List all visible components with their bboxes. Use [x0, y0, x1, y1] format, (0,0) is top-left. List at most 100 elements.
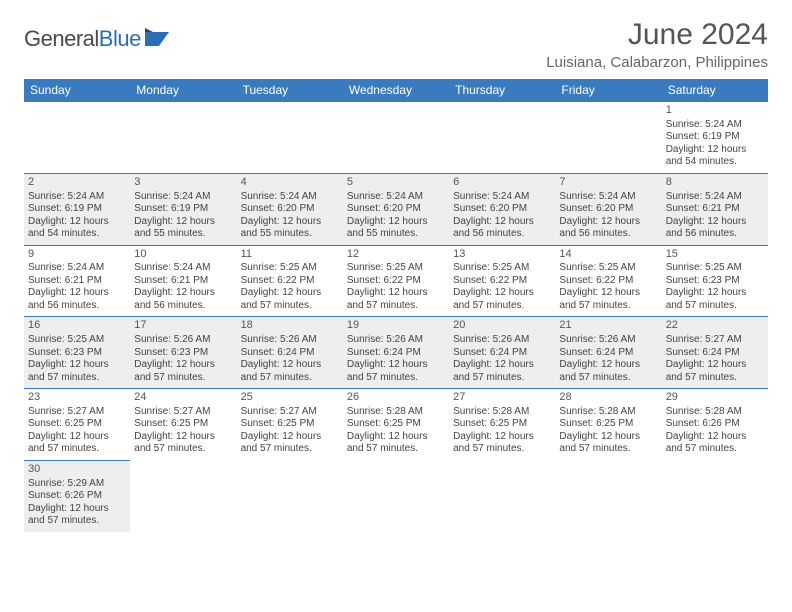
day-number: 28 — [559, 391, 657, 405]
day-number: 9 — [28, 248, 126, 262]
weekday-header: Wednesday — [343, 79, 449, 102]
title-block: June 2024 Luisiana, Calabarzon, Philippi… — [546, 18, 768, 71]
weekday-row: SundayMondayTuesdayWednesdayThursdayFrid… — [24, 79, 768, 102]
sunrise-line: Sunrise: 5:24 AM — [241, 191, 339, 204]
sunset-line: Sunset: 6:19 PM — [134, 203, 232, 216]
sunrise-line: Sunrise: 5:26 AM — [559, 334, 657, 347]
day-number: 15 — [666, 248, 764, 262]
calendar-week: 2Sunrise: 5:24 AMSunset: 6:19 PMDaylight… — [24, 173, 768, 245]
daylight-line: Daylight: 12 hours and 57 minutes. — [453, 359, 551, 384]
calendar-cell: 25Sunrise: 5:27 AMSunset: 6:25 PMDayligh… — [237, 389, 343, 461]
calendar-cell: 22Sunrise: 5:27 AMSunset: 6:24 PMDayligh… — [662, 317, 768, 389]
sunset-line: Sunset: 6:25 PM — [28, 418, 126, 431]
weekday-header: Saturday — [662, 79, 768, 102]
sunrise-line: Sunrise: 5:27 AM — [134, 406, 232, 419]
day-number: 24 — [134, 391, 232, 405]
sunrise-line: Sunrise: 5:25 AM — [28, 334, 126, 347]
daylight-line: Daylight: 12 hours and 55 minutes. — [134, 216, 232, 241]
sunrise-line: Sunrise: 5:24 AM — [134, 191, 232, 204]
daylight-line: Daylight: 12 hours and 57 minutes. — [28, 359, 126, 384]
daylight-line: Daylight: 12 hours and 57 minutes. — [666, 287, 764, 312]
day-number: 11 — [241, 248, 339, 262]
calendar-cell: 1Sunrise: 5:24 AMSunset: 6:19 PMDaylight… — [662, 102, 768, 174]
calendar-cell-empty — [237, 460, 343, 531]
day-number: 1 — [666, 104, 764, 118]
calendar-cell-empty — [130, 460, 236, 531]
calendar-table: SundayMondayTuesdayWednesdayThursdayFrid… — [24, 79, 768, 532]
sunset-line: Sunset: 6:24 PM — [347, 347, 445, 360]
daylight-line: Daylight: 12 hours and 56 minutes. — [28, 287, 126, 312]
daylight-line: Daylight: 12 hours and 57 minutes. — [666, 431, 764, 456]
calendar-cell-empty — [130, 102, 236, 174]
sunset-line: Sunset: 6:24 PM — [453, 347, 551, 360]
flag-icon — [145, 28, 171, 51]
sunrise-line: Sunrise: 5:25 AM — [559, 262, 657, 275]
sunrise-line: Sunrise: 5:28 AM — [559, 406, 657, 419]
sunset-line: Sunset: 6:23 PM — [134, 347, 232, 360]
sunset-line: Sunset: 6:25 PM — [453, 418, 551, 431]
weekday-header: Sunday — [24, 79, 130, 102]
day-number: 19 — [347, 319, 445, 333]
calendar-cell: 30Sunrise: 5:29 AMSunset: 6:26 PMDayligh… — [24, 460, 130, 531]
sunset-line: Sunset: 6:19 PM — [28, 203, 126, 216]
calendar-cell-empty — [24, 102, 130, 174]
sunset-line: Sunset: 6:22 PM — [559, 275, 657, 288]
daylight-line: Daylight: 12 hours and 54 minutes. — [28, 216, 126, 241]
sunrise-line: Sunrise: 5:26 AM — [347, 334, 445, 347]
sunrise-line: Sunrise: 5:29 AM — [28, 478, 126, 491]
sunrise-line: Sunrise: 5:27 AM — [241, 406, 339, 419]
day-number: 20 — [453, 319, 551, 333]
location-subtitle: Luisiana, Calabarzon, Philippines — [546, 54, 768, 71]
sunset-line: Sunset: 6:23 PM — [666, 275, 764, 288]
sunrise-line: Sunrise: 5:24 AM — [28, 262, 126, 275]
daylight-line: Daylight: 12 hours and 57 minutes. — [559, 359, 657, 384]
day-number: 4 — [241, 176, 339, 190]
calendar-cell-empty — [343, 102, 449, 174]
sunrise-line: Sunrise: 5:24 AM — [134, 262, 232, 275]
daylight-line: Daylight: 12 hours and 57 minutes. — [666, 359, 764, 384]
sunset-line: Sunset: 6:26 PM — [666, 418, 764, 431]
sunset-line: Sunset: 6:19 PM — [666, 131, 764, 144]
sunset-line: Sunset: 6:22 PM — [241, 275, 339, 288]
sunrise-line: Sunrise: 5:26 AM — [134, 334, 232, 347]
daylight-line: Daylight: 12 hours and 57 minutes. — [347, 431, 445, 456]
calendar-cell-empty — [555, 102, 661, 174]
day-number: 14 — [559, 248, 657, 262]
daylight-line: Daylight: 12 hours and 57 minutes. — [134, 431, 232, 456]
calendar-week: 30Sunrise: 5:29 AMSunset: 6:26 PMDayligh… — [24, 460, 768, 531]
daylight-line: Daylight: 12 hours and 56 minutes. — [666, 216, 764, 241]
day-number: 30 — [28, 463, 126, 477]
day-number: 17 — [134, 319, 232, 333]
calendar-cell: 27Sunrise: 5:28 AMSunset: 6:25 PMDayligh… — [449, 389, 555, 461]
daylight-line: Daylight: 12 hours and 57 minutes. — [241, 431, 339, 456]
calendar-cell: 24Sunrise: 5:27 AMSunset: 6:25 PMDayligh… — [130, 389, 236, 461]
sunset-line: Sunset: 6:26 PM — [28, 490, 126, 503]
daylight-line: Daylight: 12 hours and 57 minutes. — [134, 359, 232, 384]
sunset-line: Sunset: 6:22 PM — [453, 275, 551, 288]
calendar-cell: 20Sunrise: 5:26 AMSunset: 6:24 PMDayligh… — [449, 317, 555, 389]
sunset-line: Sunset: 6:24 PM — [666, 347, 764, 360]
calendar-body: 1Sunrise: 5:24 AMSunset: 6:19 PMDaylight… — [24, 102, 768, 532]
sunrise-line: Sunrise: 5:26 AM — [241, 334, 339, 347]
daylight-line: Daylight: 12 hours and 55 minutes. — [347, 216, 445, 241]
day-number: 3 — [134, 176, 232, 190]
calendar-cell: 26Sunrise: 5:28 AMSunset: 6:25 PMDayligh… — [343, 389, 449, 461]
calendar-cell: 8Sunrise: 5:24 AMSunset: 6:21 PMDaylight… — [662, 173, 768, 245]
day-number: 2 — [28, 176, 126, 190]
daylight-line: Daylight: 12 hours and 57 minutes. — [241, 359, 339, 384]
calendar-cell: 28Sunrise: 5:28 AMSunset: 6:25 PMDayligh… — [555, 389, 661, 461]
daylight-line: Daylight: 12 hours and 56 minutes. — [134, 287, 232, 312]
day-number: 12 — [347, 248, 445, 262]
daylight-line: Daylight: 12 hours and 55 minutes. — [241, 216, 339, 241]
daylight-line: Daylight: 12 hours and 56 minutes. — [559, 216, 657, 241]
sunrise-line: Sunrise: 5:25 AM — [241, 262, 339, 275]
calendar-cell: 2Sunrise: 5:24 AMSunset: 6:19 PMDaylight… — [24, 173, 130, 245]
sunrise-line: Sunrise: 5:26 AM — [453, 334, 551, 347]
brand-name-a: General — [24, 26, 99, 51]
sunrise-line: Sunrise: 5:27 AM — [666, 334, 764, 347]
sunrise-line: Sunrise: 5:24 AM — [666, 191, 764, 204]
daylight-line: Daylight: 12 hours and 57 minutes. — [453, 287, 551, 312]
calendar-cell-empty — [343, 460, 449, 531]
sunset-line: Sunset: 6:25 PM — [134, 418, 232, 431]
weekday-header: Monday — [130, 79, 236, 102]
